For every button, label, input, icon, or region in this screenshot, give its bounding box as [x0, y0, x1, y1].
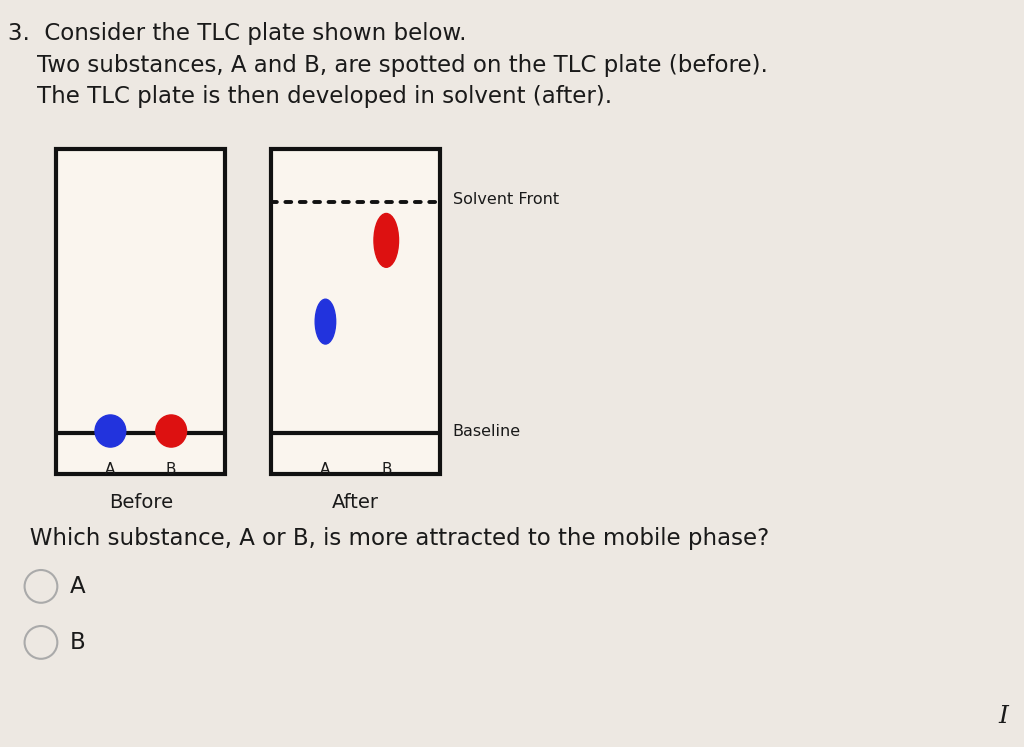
Text: Baseline: Baseline: [453, 424, 521, 438]
Text: Which substance, A or B, is more attracted to the mobile phase?: Which substance, A or B, is more attract…: [8, 527, 769, 550]
Text: 3.  Consider the TLC plate shown below.: 3. Consider the TLC plate shown below.: [8, 22, 467, 46]
Ellipse shape: [95, 415, 126, 447]
Text: B: B: [166, 462, 176, 477]
Text: After: After: [333, 493, 379, 512]
Text: Two substances, A and B, are spotted on the TLC plate (before).: Two substances, A and B, are spotted on …: [8, 54, 768, 77]
Ellipse shape: [374, 214, 398, 267]
Text: Before: Before: [109, 493, 173, 512]
Ellipse shape: [156, 415, 186, 447]
Bar: [271, 149, 440, 474]
Text: B: B: [381, 462, 391, 477]
Text: B: B: [70, 631, 85, 654]
Text: A: A: [321, 462, 331, 477]
Bar: [56, 149, 225, 474]
Ellipse shape: [315, 300, 336, 344]
Text: The TLC plate is then developed in solvent (after).: The TLC plate is then developed in solve…: [8, 85, 612, 108]
Text: I: I: [998, 705, 1009, 728]
Text: A: A: [105, 462, 116, 477]
Text: A: A: [70, 575, 85, 598]
Text: Solvent Front: Solvent Front: [453, 192, 559, 207]
